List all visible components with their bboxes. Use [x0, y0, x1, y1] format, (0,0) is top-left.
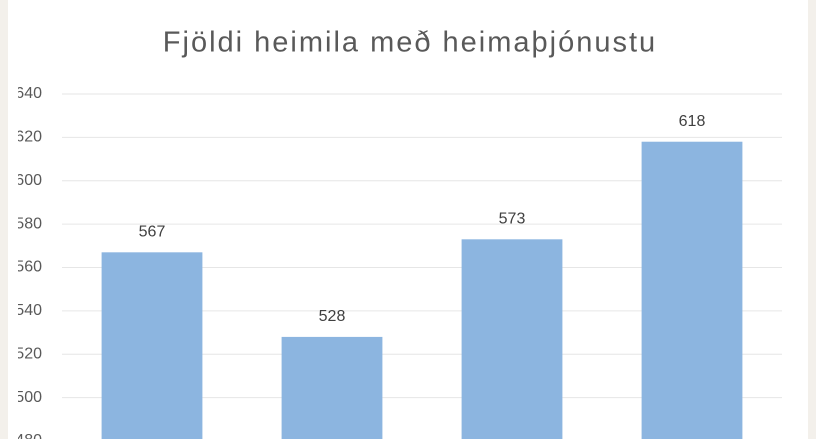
y-axis-labels: 480 500 520 540 560 580 600 620 640 [15, 85, 42, 439]
chart-title: Fjöldi heimila með heimaþjónustu [163, 27, 657, 59]
bar [101, 252, 203, 439]
y-tick-label: 580 [15, 215, 42, 232]
data-label: 618 [679, 113, 706, 130]
data-label: 528 [319, 308, 346, 325]
bar [641, 141, 743, 439]
y-tick-label: 640 [15, 85, 42, 102]
bar [281, 336, 383, 439]
y-tick-label: 600 [15, 172, 42, 189]
y-tick-label: 620 [15, 129, 42, 146]
bar [461, 239, 563, 439]
y-tick-label: 560 [15, 259, 42, 276]
y-tick-label: 540 [15, 302, 42, 319]
data-label: 567 [139, 224, 166, 241]
y-tick-label: 480 [15, 432, 42, 439]
y-tick-label: 520 [15, 345, 42, 362]
data-label: 573 [499, 211, 526, 228]
y-tick-label: 500 [15, 389, 42, 406]
